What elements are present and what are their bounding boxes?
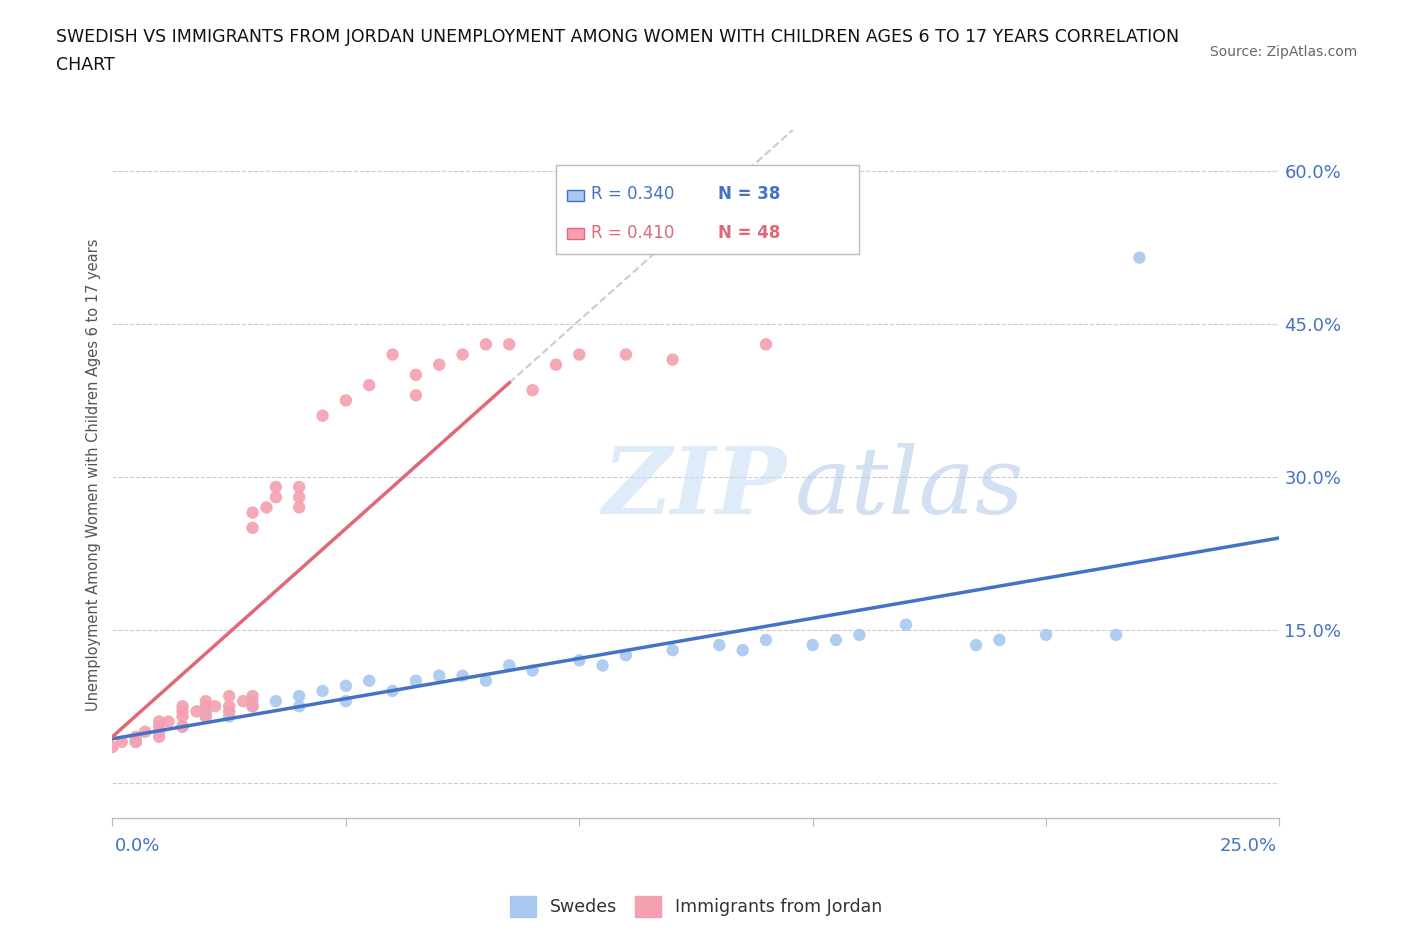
Point: [111, 735, 134, 750]
Legend: Swedes, Immigrants from Jordan: Swedes, Immigrants from Jordan: [503, 889, 889, 924]
Point: [288, 500, 311, 515]
Point: [755, 632, 778, 647]
Point: [172, 719, 194, 734]
Point: [264, 694, 287, 709]
Point: [218, 698, 240, 713]
Point: [359, 378, 381, 392]
Point: [288, 480, 311, 495]
Point: [264, 490, 287, 505]
Point: [522, 383, 544, 398]
Point: [218, 704, 240, 719]
Point: [172, 698, 194, 713]
Point: [242, 698, 264, 713]
Point: [194, 704, 217, 719]
Text: Source: ZipAtlas.com: Source: ZipAtlas.com: [1209, 45, 1357, 59]
Point: [157, 714, 180, 729]
Point: [172, 704, 194, 719]
Point: [101, 739, 124, 754]
Point: [614, 648, 637, 663]
Text: ZIP: ZIP: [603, 443, 787, 533]
Point: [544, 357, 567, 372]
Point: [148, 729, 170, 744]
Point: [709, 638, 731, 653]
Text: 25.0%: 25.0%: [1219, 837, 1277, 855]
Point: [894, 618, 917, 632]
Point: [731, 643, 754, 658]
Point: [335, 678, 357, 693]
Text: N = 38: N = 38: [717, 185, 780, 203]
Point: [614, 347, 637, 362]
Point: [242, 521, 264, 536]
Point: [451, 347, 474, 362]
Point: [405, 367, 427, 382]
Point: [125, 735, 148, 750]
Point: [381, 347, 404, 362]
Point: [288, 688, 311, 703]
Point: [311, 684, 333, 698]
Point: [381, 684, 404, 698]
Point: [218, 688, 240, 703]
Text: SWEDISH VS IMMIGRANTS FROM JORDAN UNEMPLOYMENT AMONG WOMEN WITH CHILDREN AGES 6 : SWEDISH VS IMMIGRANTS FROM JORDAN UNEMPL…: [56, 28, 1180, 46]
Text: R = 0.340: R = 0.340: [591, 185, 675, 203]
Point: [335, 393, 357, 408]
Point: [427, 357, 450, 372]
Point: [148, 719, 170, 734]
Point: [475, 337, 498, 352]
Point: [1035, 628, 1057, 643]
Point: [288, 698, 311, 713]
Point: [172, 709, 194, 724]
Point: [311, 408, 333, 423]
Point: [232, 694, 254, 709]
Point: [661, 352, 683, 367]
Point: [475, 673, 498, 688]
Point: [451, 669, 474, 684]
Point: [965, 638, 987, 653]
Point: [194, 709, 217, 724]
Point: [405, 673, 427, 688]
Text: N = 48: N = 48: [717, 223, 780, 242]
Point: [264, 480, 287, 495]
Point: [848, 628, 870, 643]
Point: [288, 490, 311, 505]
Point: [405, 388, 427, 403]
Point: [218, 709, 240, 724]
Text: 0.0%: 0.0%: [115, 837, 160, 855]
Point: [194, 694, 217, 709]
Point: [988, 632, 1011, 647]
Point: [427, 669, 450, 684]
Point: [242, 694, 264, 709]
Point: [1105, 628, 1128, 643]
Point: [186, 704, 208, 719]
Point: [1128, 250, 1150, 265]
Point: [755, 337, 778, 352]
Point: [204, 698, 226, 713]
Point: [568, 653, 591, 668]
Point: [522, 663, 544, 678]
Text: R = 0.410: R = 0.410: [591, 223, 675, 242]
Point: [134, 724, 156, 739]
Point: [242, 505, 264, 520]
Text: CHART: CHART: [56, 56, 115, 73]
Point: [172, 719, 194, 734]
Point: [568, 347, 591, 362]
Point: [825, 632, 848, 647]
Point: [125, 735, 148, 750]
Point: [335, 694, 357, 709]
Point: [148, 724, 170, 739]
Point: [194, 698, 217, 713]
Point: [194, 709, 217, 724]
Point: [661, 643, 683, 658]
Point: [242, 698, 264, 713]
Point: [359, 673, 381, 688]
Point: [256, 500, 278, 515]
Text: atlas: atlas: [796, 443, 1025, 533]
Y-axis label: Unemployment Among Women with Children Ages 6 to 17 years: Unemployment Among Women with Children A…: [86, 238, 101, 711]
Point: [801, 638, 824, 653]
Point: [242, 688, 264, 703]
Point: [592, 658, 614, 673]
Point: [148, 714, 170, 729]
Point: [125, 729, 148, 744]
Point: [498, 658, 520, 673]
Point: [498, 337, 520, 352]
